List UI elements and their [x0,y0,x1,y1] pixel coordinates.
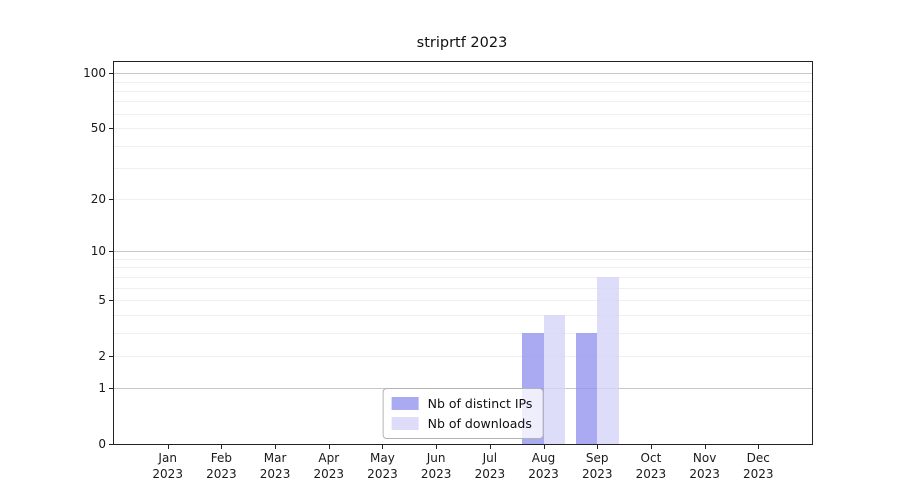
y-tick [109,444,114,445]
y-axis-tick-label: 10 [90,244,106,259]
y-tick [109,355,114,357]
x-axis-tick-label: Dec 2023 [743,451,774,481]
x-axis-tick-label: Jan 2023 [152,451,183,481]
x-tick [597,444,599,449]
y-tick [109,73,114,75]
minor-gridline [114,101,812,103]
x-tick [167,444,169,449]
minor-gridline [114,332,812,334]
bar-downloads [543,314,565,444]
x-tick [382,444,384,449]
y-axis-tick-label: 0 [98,437,106,451]
minor-gridline [114,258,812,260]
bar-downloads [597,276,619,444]
legend-label-distinct-ips: Nb of distinct IPs [427,396,533,411]
y-axis-tick-label: 1 [98,381,106,396]
x-axis-tick-label: May 2023 [367,451,398,481]
plot-area: 0 1 2 5 10 20 50 100 Jan 2023 Feb 2023 Mar 2023 Apr… [83,61,813,481]
minor-gridline [114,314,812,316]
x-axis-tick-label: Aug 2023 [528,451,559,481]
legend-swatch-distinct-ips [391,397,419,410]
minor-gridline [114,168,812,170]
minor-gridline [114,81,812,83]
y-tick [109,199,114,201]
x-tick [758,444,760,449]
y-axis-tick-label: 5 [98,293,106,307]
major-gridline [114,73,812,75]
minor-gridline [114,276,812,278]
x-axis-tick-label: Jul 2023 [474,451,506,481]
chart-title: striprtf 2023 [416,35,508,51]
x-tick [436,444,438,449]
y-tick [109,388,114,390]
x-axis-tick-label: Mar 2023 [259,451,291,481]
major-gridline [114,251,812,253]
y-axis-tick-label: 20 [90,192,106,207]
y-tick [109,300,114,301]
y-axis-tick-label: 100 [83,66,106,81]
y-axis-tick-label: 2 [98,348,106,363]
minor-gridline [114,355,812,357]
x-axis-tick-label: Feb 2023 [206,451,237,481]
minor-gridline [114,267,812,269]
minor-gridline [114,287,812,289]
legend: Nb of distinct IPs Nb of downloads [382,388,544,439]
x-axis-tick-label: Apr 2023 [313,451,345,481]
minor-gridline [114,199,812,201]
legend-item-distinct-ips: Nb of distinct IPs [391,396,533,411]
x-axis-tick-label: Nov 2023 [689,451,720,481]
y-tick [109,251,114,253]
x-tick [650,444,652,449]
minor-gridline [114,300,812,301]
bar-distinct-ips [575,332,598,444]
x-axis-tick-label: Sep 2023 [581,451,613,481]
legend-label-downloads: Nb of downloads [427,416,532,431]
legend-swatch-downloads [391,417,419,430]
y-tick [109,128,114,130]
x-axis-tick-label: Jun 2023 [420,451,452,481]
minor-gridline [114,113,812,115]
x-tick [704,444,706,449]
x-axis-tick-label: Oct 2023 [635,451,667,481]
x-tick [489,444,491,449]
minor-gridline [114,90,812,92]
x-tick [543,444,545,449]
minor-gridline [114,128,812,130]
x-tick [221,444,223,449]
legend-item-downloads: Nb of downloads [391,416,533,431]
minor-gridline [114,145,812,147]
x-tick [275,444,277,449]
y-axis-tick-label: 50 [90,121,106,136]
x-tick [328,444,330,449]
